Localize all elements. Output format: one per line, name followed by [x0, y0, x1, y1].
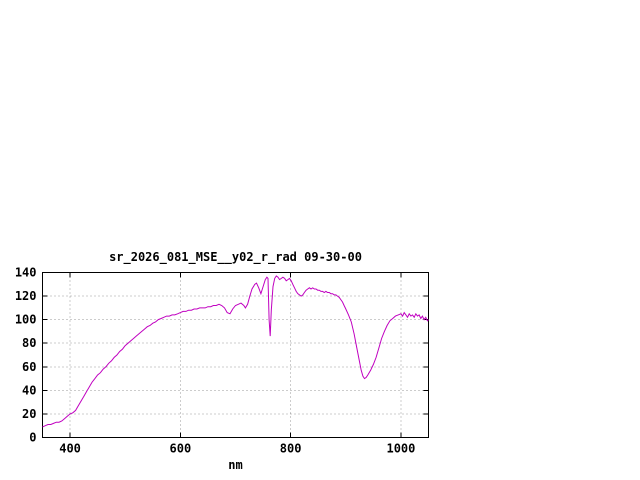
spectrum-line [42, 275, 429, 428]
plot-border [42, 272, 429, 438]
x-tick-label: 1000 [386, 442, 415, 456]
x-tick-label: 400 [59, 442, 81, 456]
chart-title: sr_2026_081_MSE__y02_r_rad 09-30-00 [109, 250, 362, 264]
y-tick-label: 0 [29, 431, 36, 445]
y-tick-label: 40 [22, 383, 36, 397]
y-tick-label: 120 [15, 289, 37, 303]
y-tick-label: 60 [22, 360, 36, 374]
y-tick-label: 140 [15, 266, 37, 280]
x-tick-label: 600 [170, 442, 192, 456]
x-axis-label: nm [228, 458, 243, 472]
y-tick-label: 20 [22, 407, 36, 421]
x-tick-label: 800 [280, 442, 302, 456]
y-tick-label: 80 [22, 336, 36, 350]
y-tick-label: 100 [15, 313, 37, 327]
